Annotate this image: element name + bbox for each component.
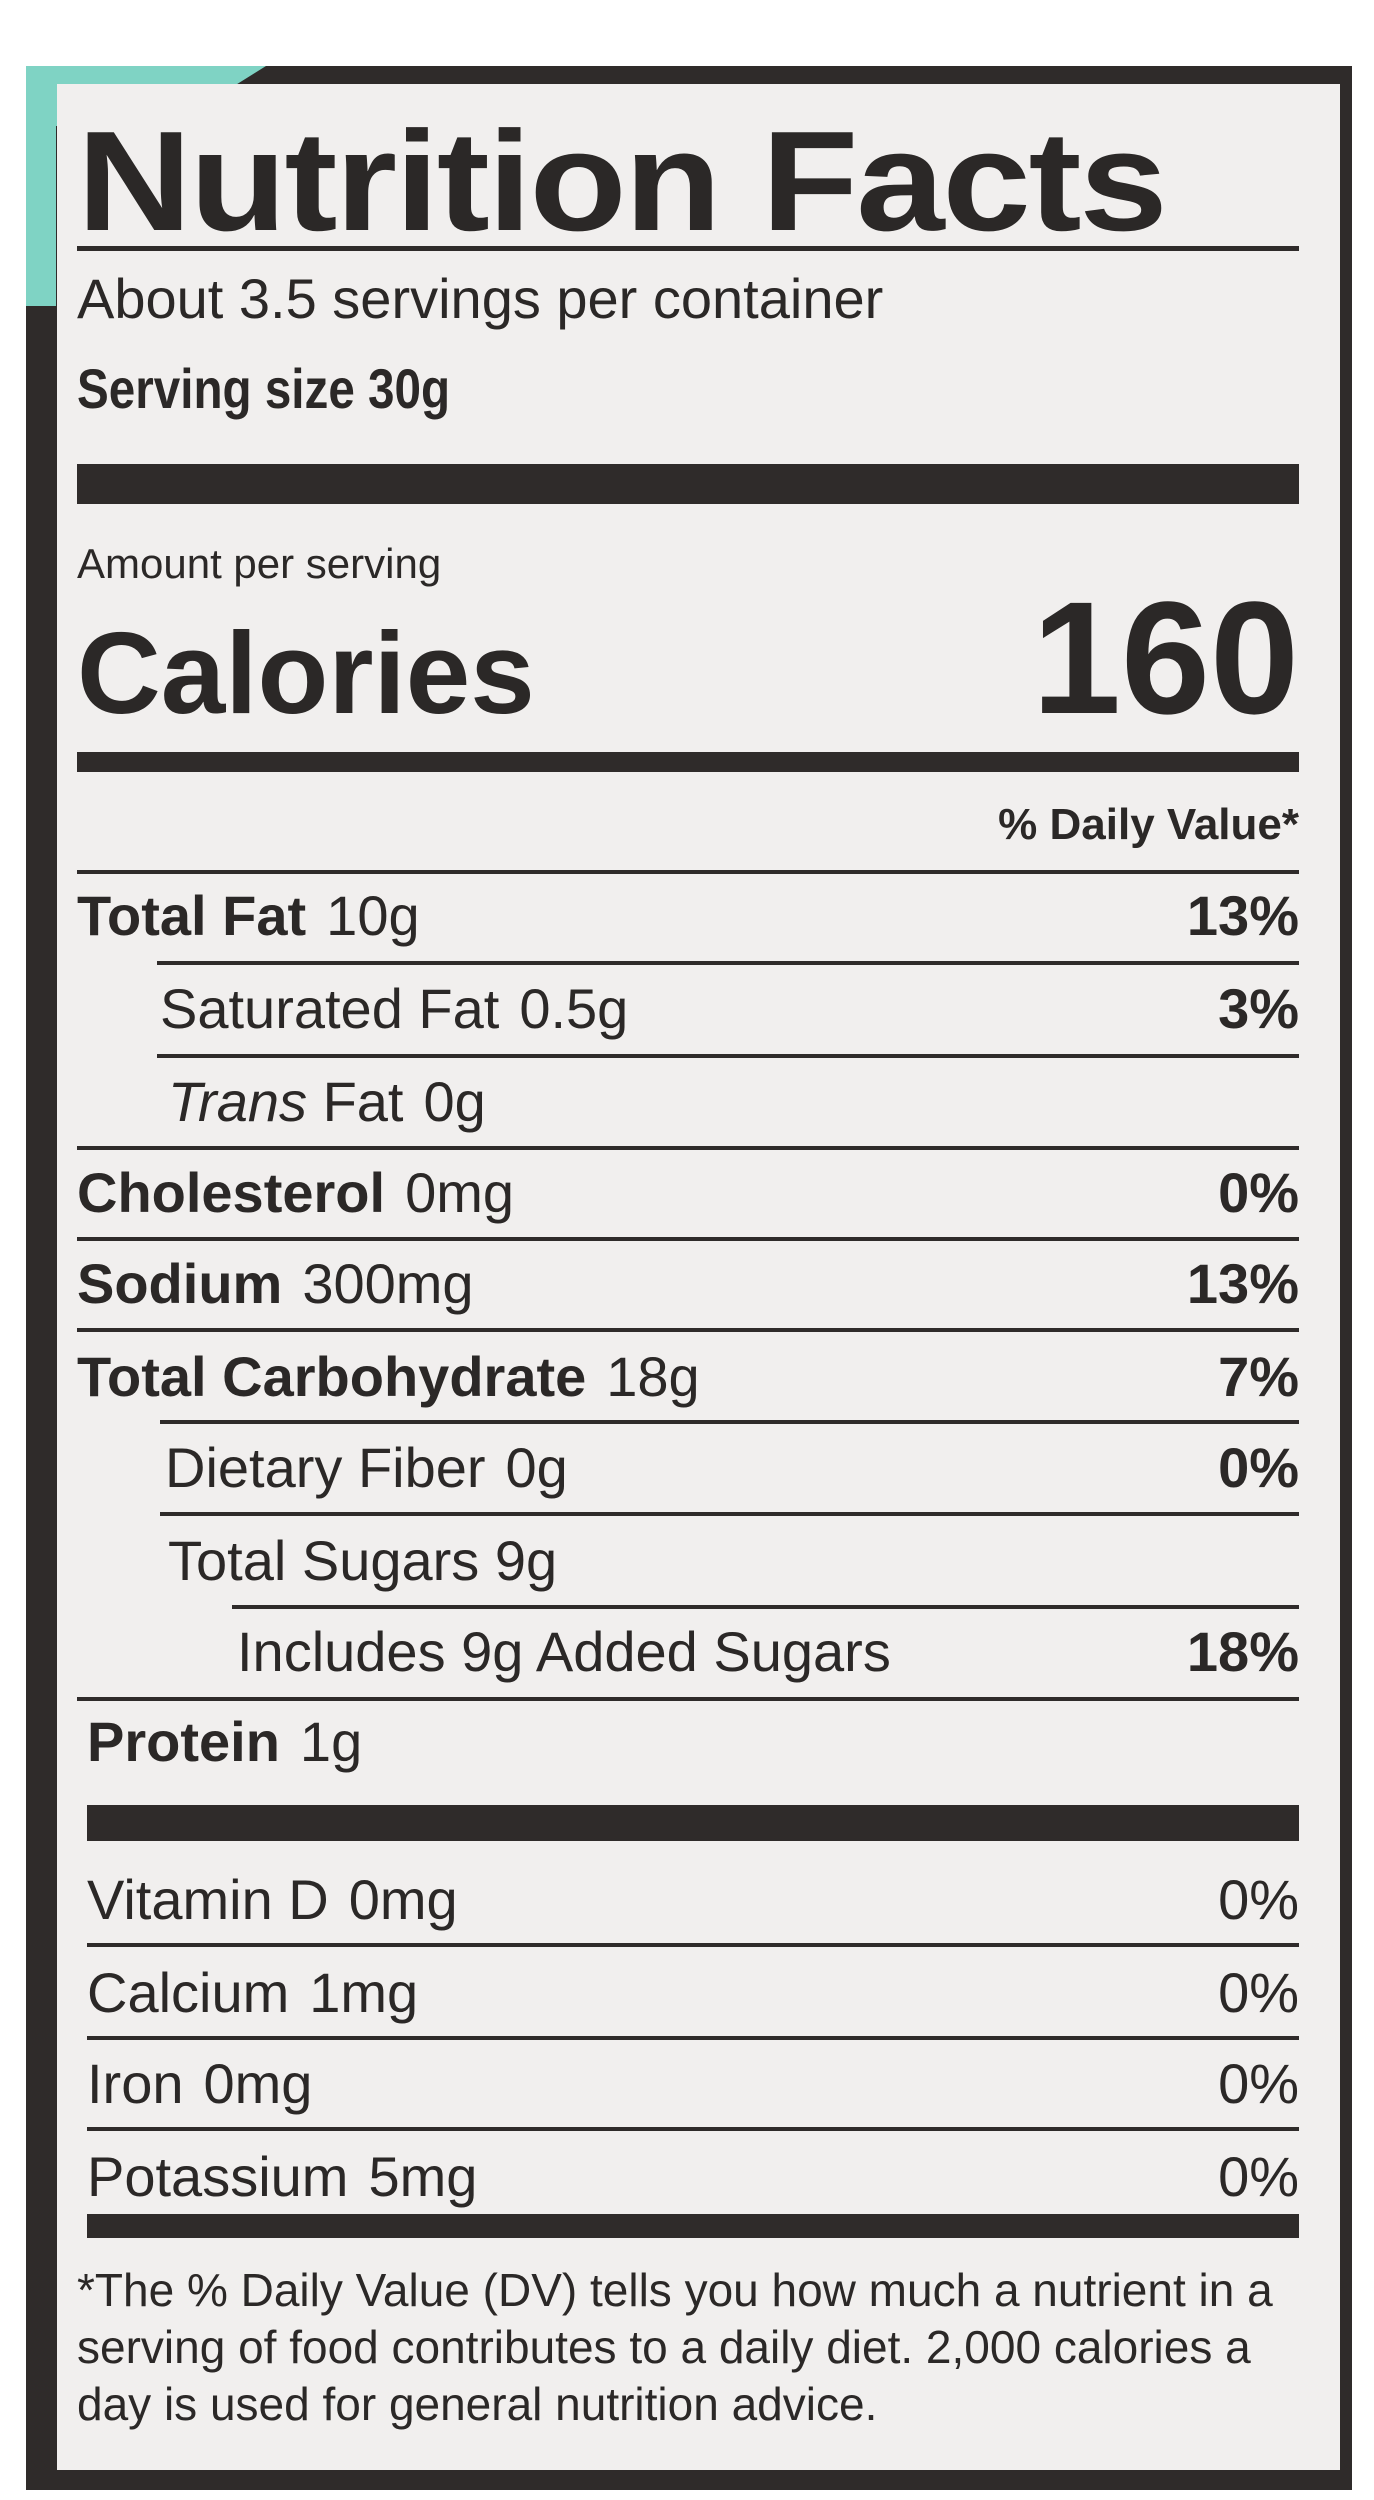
nutrient-name: Total Carbohydrate [77,1344,587,1408]
divider-thin [77,246,1299,251]
nutrient-amount: 0g [505,1435,568,1499]
nutrient-row-total-fat: Total Fat 10g 13% [77,875,1299,955]
nutrient-dv: 18% [1186,1619,1299,1683]
nutrient-name: Includes 9g Added Sugars [237,1619,891,1683]
nutrient-name: Dietary Fiber [165,1435,486,1499]
divider [77,1237,1299,1241]
vitamin-dv: 0% [1218,2051,1299,2115]
divider [232,1605,1299,1609]
nutrient-row-protein: Protein 1g [87,1701,1309,1781]
nutrient-name: Fat [322,1069,404,1133]
nutrient-dv: 13% [1186,883,1299,947]
nutrient-dv: 0% [1218,1435,1299,1499]
divider [157,961,1299,965]
divider [160,1512,1299,1516]
nutrient-amount: 0g [423,1069,486,1133]
nutrient-row-added-sugars: Includes 9g Added Sugars 18% [237,1611,1299,1691]
vitamin-name: Vitamin D [87,1867,329,1931]
label-title: Nutrition Facts [77,102,1168,261]
nutrient-name: Total Fat [77,883,307,947]
nutrient-dv: 13% [1186,1251,1299,1315]
calories-value: 160 [1032,568,1299,747]
nutrient-amount: 18g [606,1344,700,1408]
divider [87,1943,1299,1947]
daily-value-header: % Daily Value* [998,800,1299,849]
vitamin-dv: 0% [1218,1867,1299,1931]
divider [87,2036,1299,2040]
nutrient-amount: 0mg [405,1160,514,1224]
footnote: *The % Daily Value (DV) tells you how mu… [77,2264,1273,2430]
nutrient-dv: 3% [1218,976,1299,1040]
vitamin-row-potassium: Potassium 5mg 0% [87,2136,1299,2216]
vitamin-amount: 0mg [203,2051,313,2115]
divider-thick [77,464,1299,504]
nutrient-dv: 0% [1218,1160,1299,1224]
nutrient-amount: 1g [299,1709,363,1773]
nutrient-name: Total Sugars 9g [168,1528,558,1592]
nutrient-amount: 10g [326,883,420,947]
divider [77,1146,1299,1150]
divider-thick [87,1805,1299,1841]
vitamin-row-iron: Iron 0mg 0% [87,2043,1299,2123]
nutrient-name-italic: Trans [168,1069,307,1133]
nutrient-row-saturated-fat: Saturated Fat 0.5g 3% [160,968,1299,1048]
divider [77,870,1299,874]
calories-label: Calories [77,608,535,738]
divider [77,1328,1299,1332]
servings-per-container: About 3.5 servings per container [77,267,884,330]
vitamin-amount: 0mg [348,1867,458,1931]
vitamin-amount: 5mg [368,2144,478,2208]
nutrient-row-trans-fat: Trans Fat 0g [168,1061,1299,1141]
divider [157,1054,1299,1058]
nutrient-row-dietary-fiber: Dietary Fiber 0g 0% [165,1427,1299,1507]
nutrient-name: Saturated Fat [160,976,500,1040]
divider [160,1420,1299,1424]
nutrient-row-sodium: Sodium 300mg 13% [77,1243,1299,1323]
vitamin-name: Calcium [87,1960,290,2024]
nutrient-row-total-carbohydrate: Total Carbohydrate 18g 7% [77,1336,1299,1416]
amount-per-serving: Amount per serving [77,540,442,587]
vitamin-name: Potassium [87,2144,349,2208]
nutrient-amount: 0.5g [519,976,629,1040]
vitamin-dv: 0% [1218,1960,1299,2024]
vitamin-dv: 0% [1218,2144,1299,2208]
divider-medium [87,2214,1299,2238]
nutrient-dv: 7% [1218,1344,1299,1408]
nutrient-name: Cholesterol [77,1160,386,1224]
vitamin-name: Iron [87,2051,184,2115]
divider-medium [77,752,1299,772]
nutrient-row-cholesterol: Cholesterol 0mg 0% [77,1152,1299,1232]
nutrient-amount: 300mg [302,1251,474,1315]
divider [77,1697,1299,1701]
nutrient-name: Sodium [77,1251,283,1315]
vitamin-row-calcium: Calcium 1mg 0% [87,1952,1299,2032]
vitamin-row-vitamin-d: Vitamin D 0mg 0% [87,1859,1299,1939]
vitamin-amount: 1mg [309,1960,419,2024]
package-teal-edge [26,66,56,306]
serving-size: Serving size 30g [77,357,451,420]
nutrient-name: Protein [87,1709,280,1773]
nutrient-row-total-sugars: Total Sugars 9g [168,1520,1299,1600]
divider [87,2127,1299,2131]
